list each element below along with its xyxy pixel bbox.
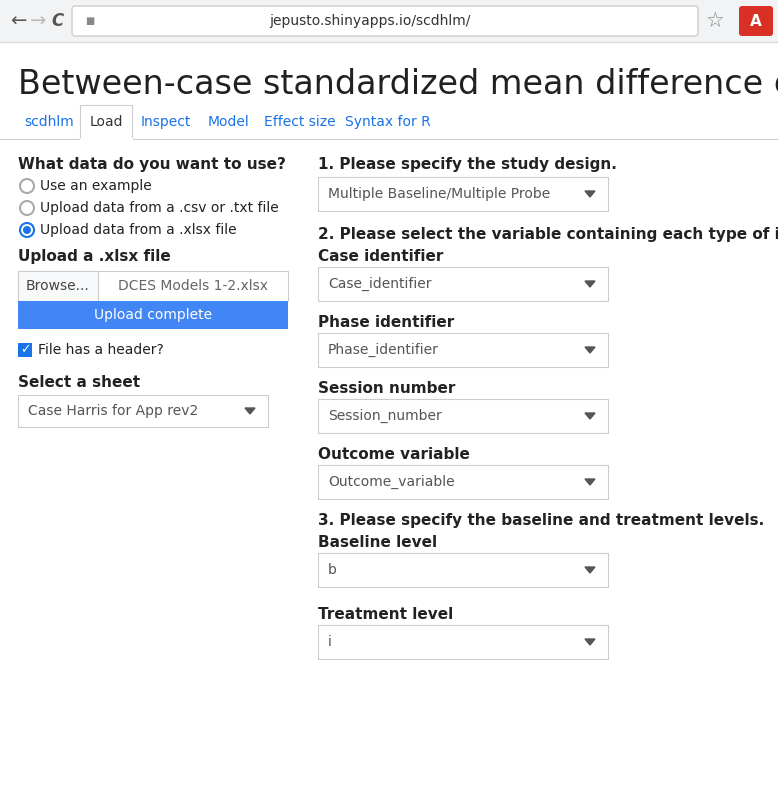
Text: jepusto.shinyapps.io/scdhlm/: jepusto.shinyapps.io/scdhlm/ [269,14,471,28]
Text: C: C [52,12,64,30]
Text: 3. Please specify the baseline and treatment levels.: 3. Please specify the baseline and treat… [318,513,764,528]
Text: Upload data from a .xlsx file: Upload data from a .xlsx file [40,223,237,237]
FancyBboxPatch shape [18,271,98,301]
Text: ✓: ✓ [19,344,30,356]
Text: Phase identifier: Phase identifier [318,315,454,330]
Circle shape [20,179,34,193]
Polygon shape [585,347,595,353]
Text: Between-case standardized mean difference estimator: Between-case standardized mean differenc… [18,68,778,101]
FancyBboxPatch shape [72,6,698,36]
Text: Load: Load [89,115,123,129]
Polygon shape [585,413,595,419]
Text: Select a sheet: Select a sheet [18,375,140,390]
Text: Upload complete: Upload complete [94,308,212,322]
FancyBboxPatch shape [18,271,288,301]
Text: Upload data from a .csv or .txt file: Upload data from a .csv or .txt file [40,201,279,215]
Text: Upload a .xlsx file: Upload a .xlsx file [18,249,170,264]
Text: Baseline level: Baseline level [318,535,437,550]
Circle shape [20,223,34,237]
Text: What data do you want to use?: What data do you want to use? [18,157,286,172]
Text: Case Harris for App rev2: Case Harris for App rev2 [28,404,198,418]
FancyBboxPatch shape [80,105,132,139]
Text: ☆: ☆ [706,11,724,31]
FancyBboxPatch shape [18,343,32,357]
Text: Outcome_variable: Outcome_variable [328,475,454,489]
Text: Browse...: Browse... [26,279,90,293]
FancyBboxPatch shape [18,395,268,427]
FancyBboxPatch shape [18,301,288,329]
Text: Session_number: Session_number [328,409,442,423]
Text: ←: ← [10,12,26,31]
Circle shape [23,226,31,234]
Text: Outcome variable: Outcome variable [318,447,470,462]
Text: b: b [328,563,337,577]
Polygon shape [585,479,595,485]
FancyBboxPatch shape [318,177,608,211]
Text: DCES Models 1-2.xlsx: DCES Models 1-2.xlsx [118,279,268,293]
Text: Phase_identifier: Phase_identifier [328,343,439,357]
Text: Syntax for R: Syntax for R [345,115,431,129]
Text: File has a header?: File has a header? [38,343,163,357]
Text: A: A [750,13,762,29]
Text: Inspect: Inspect [141,115,191,129]
Text: Use an example: Use an example [40,179,152,193]
Text: Treatment level: Treatment level [318,607,454,622]
Polygon shape [585,191,595,197]
FancyBboxPatch shape [318,267,608,301]
Text: Case identifier: Case identifier [318,249,443,264]
Text: Multiple Baseline/Multiple Probe: Multiple Baseline/Multiple Probe [328,187,550,201]
Polygon shape [245,408,255,414]
FancyBboxPatch shape [318,333,608,367]
FancyBboxPatch shape [318,399,608,433]
Text: Case_identifier: Case_identifier [328,277,432,291]
Text: Session number: Session number [318,381,455,396]
FancyBboxPatch shape [0,0,778,42]
Text: Model: Model [209,115,250,129]
Text: ■: ■ [86,16,95,26]
FancyBboxPatch shape [318,465,608,499]
FancyBboxPatch shape [318,625,608,659]
FancyBboxPatch shape [739,6,773,36]
Text: 2. Please select the variable containing each type of information.: 2. Please select the variable containing… [318,227,778,242]
Polygon shape [585,567,595,573]
Text: →: → [30,12,46,31]
Polygon shape [585,281,595,287]
FancyBboxPatch shape [318,553,608,587]
Text: scdhlm: scdhlm [24,115,74,129]
Circle shape [20,201,34,215]
Polygon shape [585,639,595,645]
Text: 1. Please specify the study design.: 1. Please specify the study design. [318,157,617,172]
Text: i: i [328,635,332,649]
Text: Effect size: Effect size [265,115,336,129]
